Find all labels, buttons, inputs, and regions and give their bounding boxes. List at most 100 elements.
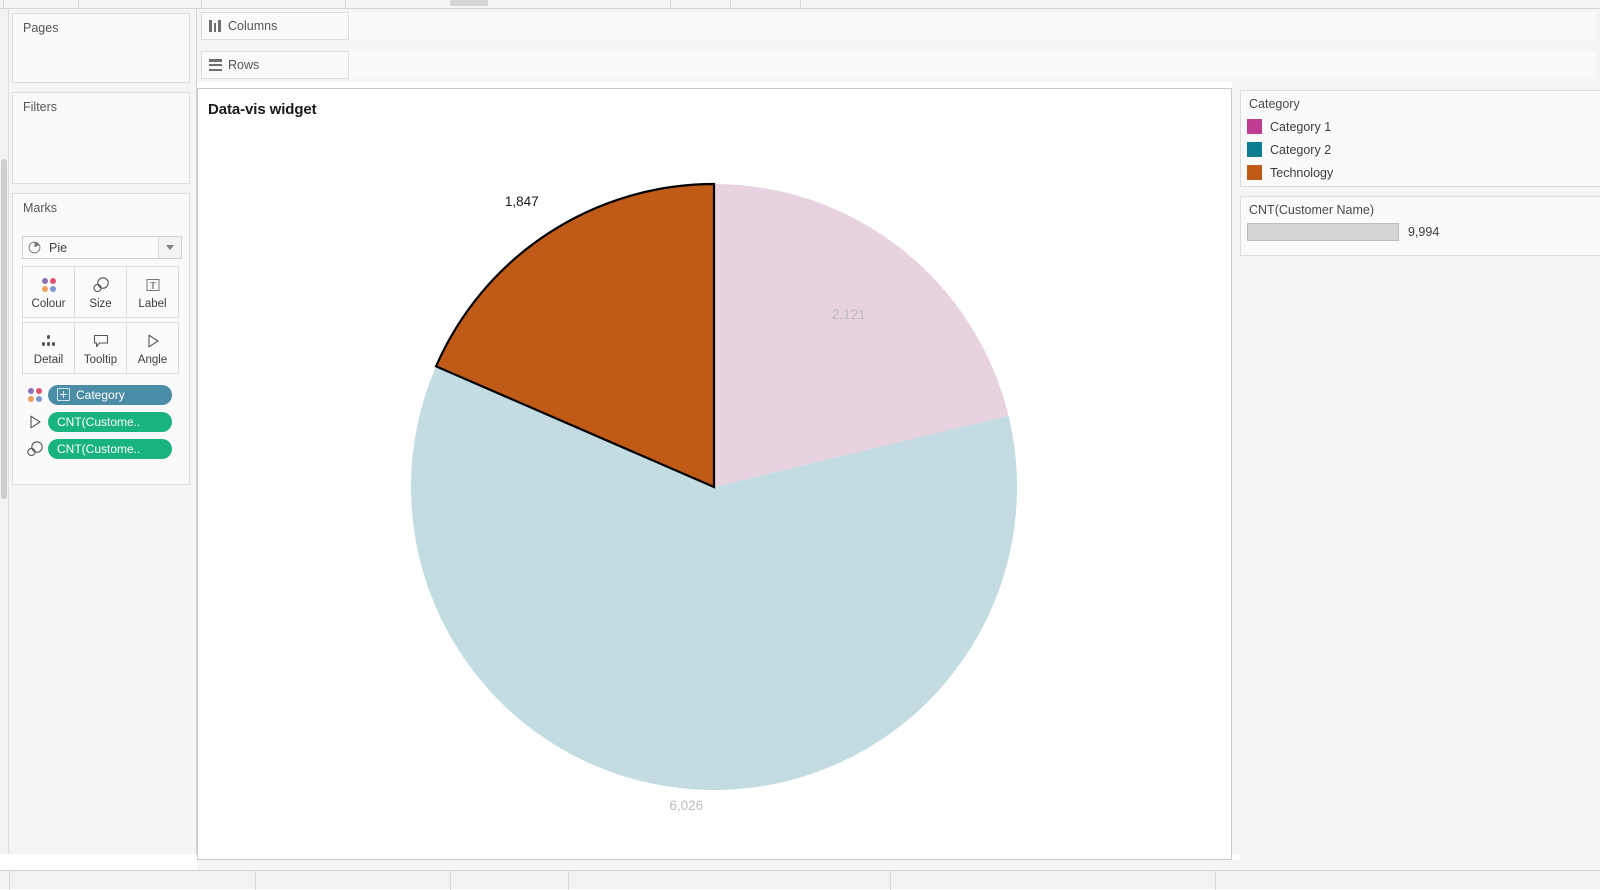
- mark-type-label: Pie: [49, 240, 68, 255]
- status-divider: [255, 871, 256, 890]
- colour-dots-icon: [41, 274, 57, 296]
- toolbar-divider: [3, 0, 4, 9]
- label-property-label: Label: [138, 298, 167, 310]
- pie-slice-technology[interactable]: [434, 182, 716, 489]
- filters-title: Filters: [23, 100, 58, 114]
- size-shape-icon: [91, 274, 111, 296]
- pie-chart[interactable]: 2,121 6,026 1,847: [198, 89, 1231, 859]
- columns-bars-icon: [202, 20, 228, 32]
- pill-cnt-angle-label: CNT(Custome..: [57, 414, 141, 429]
- angle-icon: [145, 330, 161, 352]
- left-scrollbar-thumb[interactable]: [1, 159, 7, 499]
- marks-title: Marks: [23, 201, 58, 215]
- status-bar: [0, 870, 1600, 890]
- status-divider: [450, 871, 451, 890]
- pill-category-label: Category: [76, 387, 125, 402]
- svg-text:T: T: [150, 280, 156, 290]
- marks-property-row-2: Detail Tooltip Angle: [22, 322, 182, 374]
- columns-shelf[interactable]: Columns: [201, 12, 1596, 40]
- mark-type-dropdown[interactable]: Pie: [22, 236, 182, 259]
- toolbar-button-cropped[interactable]: [450, 0, 488, 6]
- slice-label-category-1: 2,121: [831, 306, 866, 322]
- pie-chart-svg[interactable]: [198, 89, 1231, 859]
- pages-card[interactable]: Pages: [12, 13, 190, 83]
- legend-item-category-1[interactable]: Category 1: [1241, 115, 1600, 138]
- detail-dots-icon: [40, 330, 58, 352]
- marks-pill-size: CNT(Custome..: [22, 438, 186, 459]
- tooltip-property-button[interactable]: Tooltip: [74, 322, 127, 374]
- colour-property-button[interactable]: Colour: [22, 266, 75, 318]
- label-property-button[interactable]: T Label: [126, 266, 179, 318]
- toolbar-divider: [201, 0, 202, 9]
- toolbar-divider: [345, 0, 346, 9]
- marks-card: Marks Pie Colour: [12, 193, 190, 485]
- pill-cnt-size[interactable]: CNT(Custome..: [48, 438, 172, 459]
- pie-icon: [23, 241, 45, 254]
- angle-property-button[interactable]: Angle: [126, 322, 179, 374]
- viz-canvas[interactable]: Data-vis widget 2,121 6,026 1,847: [197, 88, 1232, 860]
- pie-slice-category-1[interactable]: [714, 184, 1009, 487]
- columns-shelf-label: Columns: [228, 19, 278, 33]
- tooltip-icon: [92, 330, 110, 352]
- viz-right-filler: [1232, 82, 1240, 854]
- rows-shelf-dropzone[interactable]: [348, 51, 1596, 79]
- label-text-icon: T: [145, 274, 161, 296]
- columns-shelf-dropzone[interactable]: [348, 12, 1596, 40]
- angle-icon: [22, 412, 48, 432]
- legend-item-technology[interactable]: Technology: [1241, 161, 1600, 184]
- marks-pill-angle: CNT(Custome..: [22, 411, 186, 432]
- size-legend-row: 9,994: [1241, 223, 1600, 241]
- category-legend-title: Category: [1249, 97, 1300, 111]
- category-legend-card[interactable]: Category Category 1 Category 2 Technolog…: [1240, 90, 1600, 187]
- shelf-area: Columns Rows: [197, 9, 1600, 82]
- size-property-button[interactable]: Size: [74, 266, 127, 318]
- detail-property-button[interactable]: Detail: [22, 322, 75, 374]
- status-divider: [9, 871, 10, 890]
- slice-label-technology: 1,847: [504, 194, 539, 210]
- page-title: Data-vis widget: [208, 101, 317, 118]
- status-divider: [568, 871, 569, 890]
- chevron-down-icon[interactable]: [158, 237, 181, 258]
- pill-category[interactable]: Category: [48, 384, 172, 405]
- legend-swatch-technology[interactable]: [1247, 165, 1262, 180]
- filters-card[interactable]: Filters: [12, 92, 190, 184]
- rows-shelf[interactable]: Rows: [201, 51, 1596, 79]
- left-scrollbar-track[interactable]: [0, 9, 9, 854]
- left-panel: Pages Filters Marks Pie Colour: [9, 9, 197, 854]
- angle-property-label: Angle: [137, 354, 168, 366]
- status-divider: [1215, 871, 1216, 890]
- size-legend-bar[interactable]: [1247, 223, 1399, 241]
- size-legend-card[interactable]: CNT(Customer Name) 9,994: [1240, 196, 1600, 256]
- expand-plus-icon[interactable]: [57, 388, 70, 401]
- rows-shelf-label: Rows: [228, 58, 260, 72]
- pie-slice-category-2[interactable]: [411, 366, 1017, 791]
- size-legend-title: CNT(Customer Name): [1249, 203, 1375, 217]
- toolbar-divider: [730, 0, 731, 9]
- legend-label-category-2: Category 2: [1270, 142, 1332, 157]
- toolbar-divider: [78, 0, 79, 9]
- tooltip-property-label: Tooltip: [83, 354, 118, 366]
- legend-label-technology: Technology: [1270, 165, 1334, 180]
- marks-property-row-1: Colour Size T Label: [22, 266, 182, 318]
- rows-lines-icon: [202, 59, 228, 71]
- legend-label-category-1: Category 1: [1270, 119, 1332, 134]
- pill-cnt-angle[interactable]: CNT(Custome..: [48, 411, 172, 432]
- legend-item-category-2[interactable]: Category 2: [1241, 138, 1600, 161]
- legend-swatch-category-2[interactable]: [1247, 142, 1262, 157]
- pages-title: Pages: [23, 21, 59, 35]
- size-shape-icon: [22, 439, 48, 459]
- pill-cnt-size-label: CNT(Custome..: [57, 441, 141, 456]
- slice-label-category-2: 6,026: [669, 797, 704, 813]
- legend-column: Category Category 1 Category 2 Technolog…: [1240, 82, 1600, 860]
- legend-swatch-category-1[interactable]: [1247, 119, 1262, 134]
- size-legend-value: 9,994: [1408, 225, 1440, 239]
- colour-property-label: Colour: [31, 298, 66, 310]
- toolbar-divider: [670, 0, 671, 9]
- detail-property-label: Detail: [33, 354, 64, 366]
- status-divider: [890, 871, 891, 890]
- viz-bottom-filler: [197, 860, 1600, 870]
- colour-dots-icon: [22, 385, 48, 405]
- size-property-label: Size: [89, 298, 112, 310]
- marks-pill-colour: Category: [22, 384, 186, 405]
- toolbar-divider: [800, 0, 801, 9]
